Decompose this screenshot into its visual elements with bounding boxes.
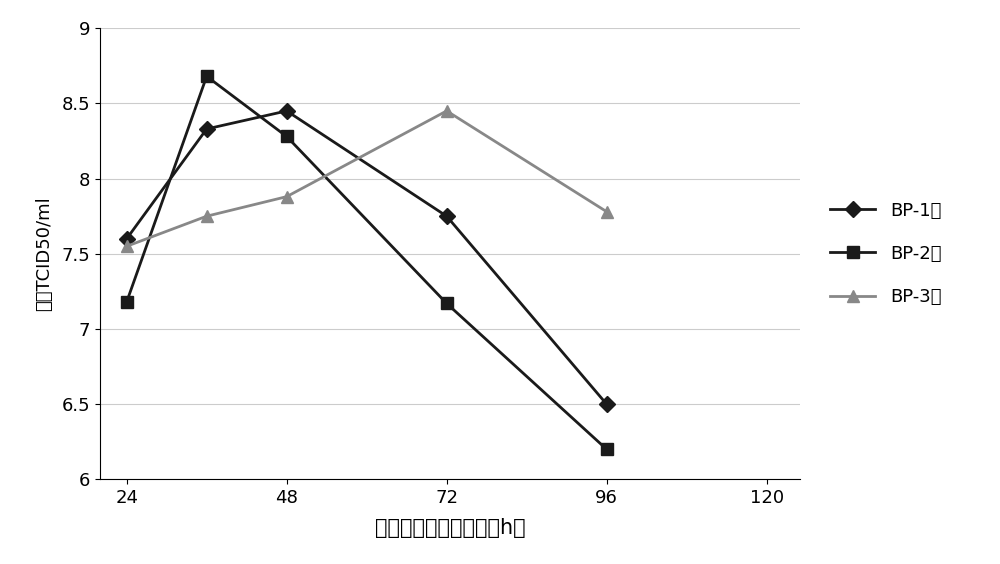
Legend: BP-1株, BP-2株, BP-3株: BP-1株, BP-2株, BP-3株 xyxy=(823,195,949,313)
X-axis label: 接毒后细胞培尻时间（h）: 接毒后细胞培尻时间（h） xyxy=(375,518,525,538)
Y-axis label: 毒价TCID50/ml: 毒价TCID50/ml xyxy=(35,196,53,311)
